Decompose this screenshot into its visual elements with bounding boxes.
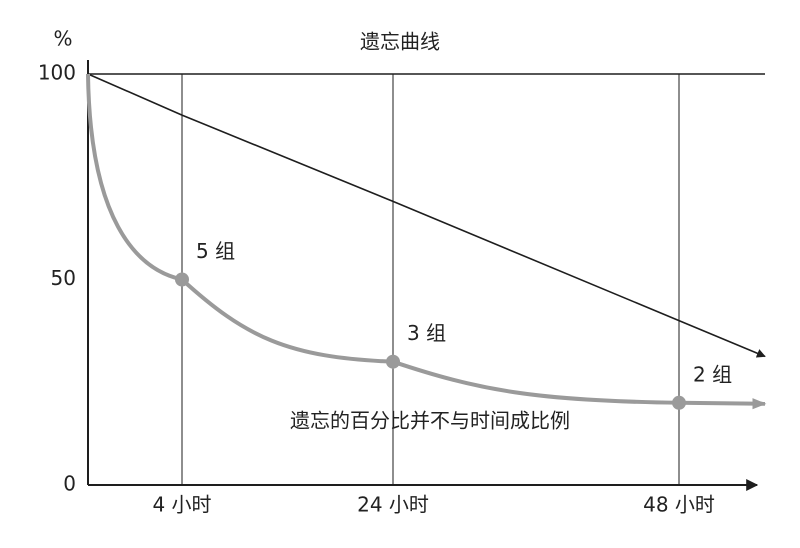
annotation: 遗忘的百分比并不与时间成比例 xyxy=(290,409,570,433)
x-tick-label: 48 小时 xyxy=(643,493,715,517)
curve-arrow xyxy=(678,398,767,410)
line-arrow xyxy=(678,319,766,358)
data-point xyxy=(175,272,189,287)
data-point xyxy=(672,395,686,410)
y-tick-label: 50 xyxy=(51,266,76,290)
y-tick-label: 0 xyxy=(63,472,76,496)
y-axis-label: % xyxy=(53,27,72,51)
chart-title: 遗忘曲线 xyxy=(360,30,440,54)
point-label: 2 组 xyxy=(693,362,732,386)
y-tick-label: 100 xyxy=(38,61,76,85)
x-tick-label: 24 小时 xyxy=(357,493,429,517)
data-point xyxy=(386,354,400,369)
forgetting-curve xyxy=(86,73,680,405)
x-tick-label: 4 小时 xyxy=(152,493,211,517)
point-label: 3 组 xyxy=(407,321,446,345)
series-line xyxy=(87,73,680,322)
point-label: 5 组 xyxy=(196,239,235,263)
